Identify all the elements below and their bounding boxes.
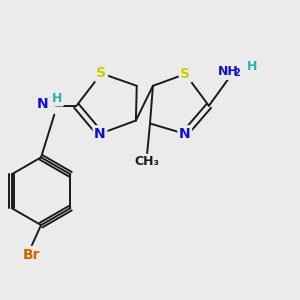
Text: NH: NH xyxy=(218,65,238,79)
Text: CH₃: CH₃ xyxy=(135,155,160,168)
Text: N: N xyxy=(179,127,190,141)
Text: H: H xyxy=(52,92,62,105)
Text: Br: Br xyxy=(23,248,40,262)
Text: H: H xyxy=(246,60,257,73)
Text: 2: 2 xyxy=(233,68,240,78)
Text: N: N xyxy=(94,127,106,141)
Text: S: S xyxy=(180,67,190,81)
Text: S: S xyxy=(96,66,106,80)
Text: N: N xyxy=(37,98,48,111)
